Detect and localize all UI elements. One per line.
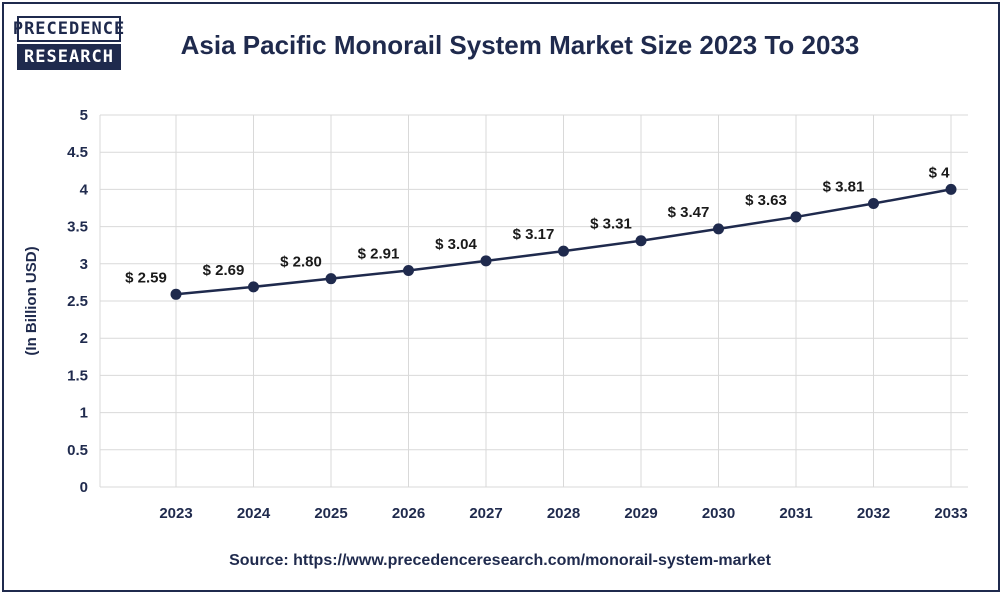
data-label: $ 3.04 (435, 236, 477, 253)
data-label: $ 3.63 (745, 192, 787, 209)
source-note: Source: https://www.precedenceresearch.c… (229, 552, 771, 569)
data-label: $ 3.17 (513, 226, 555, 243)
data-point (945, 183, 957, 195)
grid-layer (99, 114, 968, 488)
data-label: $ 2.91 (358, 245, 400, 262)
y-tick-label: 1 (80, 405, 88, 422)
data-point (248, 281, 259, 293)
data-point (170, 288, 182, 300)
brand-logo-line2: RESEARCH (17, 44, 121, 70)
x-tick-label: 2027 (469, 505, 502, 522)
x-tick-label: 2028 (547, 505, 580, 522)
x-tick-label: 2031 (779, 505, 812, 522)
axis-layer: 0 0.5 1 1.5 2 2.5 3 3.5 4 4.5 5 2023 2024 2025 2026 202… (23, 107, 968, 522)
data-label: $ 3.81 (823, 179, 865, 196)
x-tick-label: 2030 (702, 505, 735, 522)
label-layer: $ 2.59 $ 2.69 $ 2.80 $ 2.91 $ 3.04 $ 3.17 $ 3.… (125, 164, 950, 286)
data-label: $ 3.47 (668, 204, 710, 221)
chart-title: Asia Pacific Monorail System Market Size… (180, 30, 860, 60)
x-tick-label: 2033 (934, 505, 967, 522)
data-label: $ 2.59 (125, 269, 167, 286)
y-tick-label: 3 (80, 256, 88, 273)
data-point (635, 235, 647, 247)
brand-logo: PRECEDENCE RESEARCH (13, 16, 124, 72)
x-tick-label: 2029 (624, 505, 657, 522)
data-point (325, 273, 337, 285)
y-tick-label: 2 (80, 330, 88, 347)
data-label: $ 3.31 (590, 216, 632, 233)
data-point (480, 255, 492, 267)
y-tick-label: 4 (80, 181, 89, 198)
y-tick-label: 1.5 (67, 367, 88, 384)
data-label: $ 4 (929, 164, 951, 181)
data-point (558, 245, 569, 257)
x-tick-label: 2023 (159, 505, 192, 522)
data-point (403, 264, 414, 276)
y-axis-label: (In Billion USD) (23, 246, 40, 355)
y-tick-label: 2.5 (67, 293, 88, 310)
x-tick-label: 2032 (857, 505, 890, 522)
y-tick-label: 0 (80, 479, 88, 496)
y-tick-label: 3.5 (67, 219, 88, 236)
data-point (868, 198, 879, 210)
x-tick-label: 2025 (314, 505, 347, 522)
y-tick-label: 5 (80, 107, 88, 124)
brand-logo-line1: PRECEDENCE (13, 16, 124, 42)
data-label: $ 2.80 (280, 254, 322, 271)
data-point (790, 211, 802, 223)
series-layer (170, 183, 957, 300)
y-tick-label: 0.5 (67, 442, 88, 459)
x-tick-label: 2026 (392, 505, 425, 522)
x-tick-label: 2024 (237, 505, 271, 522)
data-point (713, 223, 724, 235)
y-tick-label: 4.5 (67, 144, 88, 161)
data-label: $ 2.69 (203, 262, 245, 279)
